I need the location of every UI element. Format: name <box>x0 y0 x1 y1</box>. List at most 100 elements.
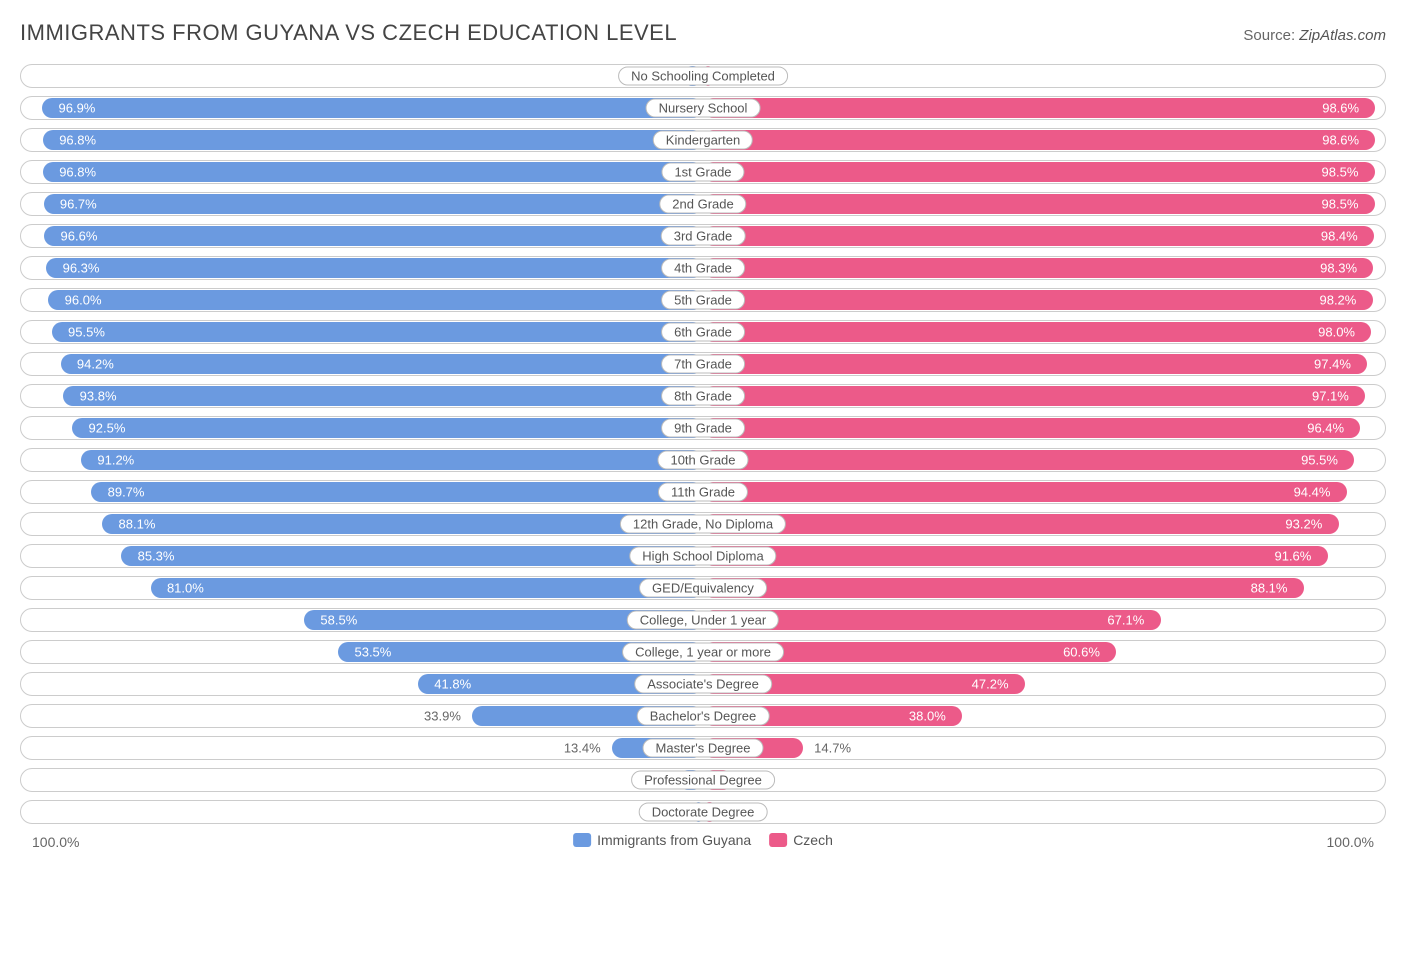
pct-left: 91.2% <box>97 453 134 468</box>
chart-row: 91.2%95.5%10th Grade <box>20 448 1386 472</box>
bar-right <box>703 194 1375 214</box>
chart-header: IMMIGRANTS FROM GUYANA VS CZECH EDUCATIO… <box>20 20 1386 46</box>
pct-left: 53.5% <box>354 645 391 660</box>
pct-left: 93.8% <box>80 389 117 404</box>
bar-right <box>703 354 1367 374</box>
pct-right: 93.2% <box>1285 517 1322 532</box>
pct-left: 94.2% <box>77 357 114 372</box>
chart-source: Source: ZipAtlas.com <box>1243 27 1386 44</box>
category-label: 6th Grade <box>661 323 745 342</box>
pct-right: 14.7% <box>814 741 851 756</box>
category-label: High School Diploma <box>629 547 776 566</box>
bar-right <box>703 226 1374 246</box>
bar-left <box>81 450 703 470</box>
pct-right: 98.0% <box>1318 325 1355 340</box>
legend-item-left: Immigrants from Guyana <box>573 832 751 848</box>
category-label: 11th Grade <box>658 483 748 502</box>
bar-left <box>48 290 703 310</box>
chart-row: 81.0%88.1%GED/Equivalency <box>20 576 1386 600</box>
bar-right <box>703 546 1328 566</box>
chart-row: 89.7%94.4%11th Grade <box>20 480 1386 504</box>
axis-right-max: 100.0% <box>1327 834 1374 850</box>
legend-row: 100.0% Immigrants from Guyana Czech 100.… <box>20 832 1386 854</box>
bar-left <box>72 418 703 438</box>
pct-right: 97.1% <box>1312 389 1349 404</box>
chart-row: 88.1%93.2%12th Grade, No Diploma <box>20 512 1386 536</box>
category-label: 4th Grade <box>661 259 745 278</box>
category-label: 9th Grade <box>661 419 745 438</box>
chart-row: 1.3%1.9%Doctorate Degree <box>20 800 1386 824</box>
bar-right <box>703 386 1365 406</box>
pct-left: 96.3% <box>63 261 100 276</box>
category-label: GED/Equivalency <box>639 579 767 598</box>
pct-right: 97.4% <box>1314 357 1351 372</box>
category-label: 1st Grade <box>661 163 744 182</box>
category-label: College, Under 1 year <box>627 611 779 630</box>
legend-swatch-left <box>573 833 591 847</box>
pct-right: 98.3% <box>1320 261 1357 276</box>
category-label: Bachelor's Degree <box>637 707 770 726</box>
category-label: Nursery School <box>646 99 761 118</box>
pct-right: 98.6% <box>1322 101 1359 116</box>
bar-left <box>46 258 703 278</box>
chart-row: 94.2% 97.4% 7th Grade <box>20 352 1386 376</box>
chart-row: 3.1%1.5%No Schooling Completed <box>20 64 1386 88</box>
pct-left: 96.8% <box>59 133 96 148</box>
pct-left: 95.5% <box>68 325 105 340</box>
bar-left <box>43 130 703 150</box>
bar-left <box>91 482 703 502</box>
pct-left: 85.3% <box>138 549 175 564</box>
bar-right <box>703 162 1375 182</box>
pct-right: 47.2% <box>972 677 1009 692</box>
bar-left <box>63 386 703 406</box>
category-label: College, 1 year or more <box>622 643 784 662</box>
chart-row: 93.8% 97.1% 8th Grade <box>20 384 1386 408</box>
chart-row: 13.4% 14.7% Master's Degree <box>20 736 1386 760</box>
bar-left <box>121 546 703 566</box>
chart-row: 95.5% 98.0% 6th Grade <box>20 320 1386 344</box>
bar-left <box>42 98 703 118</box>
chart-row: 96.7%98.5%2nd Grade <box>20 192 1386 216</box>
chart-row: 96.0%98.2%5th Grade <box>20 288 1386 312</box>
bar-right <box>703 482 1347 502</box>
bar-left <box>43 162 703 182</box>
bar-left <box>102 514 703 534</box>
bar-left <box>151 578 703 598</box>
axis-left-max: 100.0% <box>32 834 79 850</box>
pct-left: 41.8% <box>434 677 471 692</box>
pct-left: 33.9% <box>424 709 461 724</box>
category-label: 5th Grade <box>661 291 745 310</box>
category-label: Doctorate Degree <box>639 803 768 822</box>
legend: Immigrants from Guyana Czech <box>573 832 833 848</box>
pct-right: 94.4% <box>1294 485 1331 500</box>
pct-right: 98.5% <box>1322 197 1359 212</box>
pct-left: 96.6% <box>61 229 98 244</box>
pct-left: 13.4% <box>564 741 601 756</box>
pct-right: 38.0% <box>909 709 946 724</box>
chart-row: 96.9% 98.6% Nursery School <box>20 96 1386 120</box>
chart-row: 3.7%4.4%Professional Degree <box>20 768 1386 792</box>
chart-row: 41.8% 47.2% Associate's Degree <box>20 672 1386 696</box>
bar-right <box>703 514 1339 534</box>
chart-row: 96.8%98.5%1st Grade <box>20 160 1386 184</box>
pct-right: 98.6% <box>1322 133 1359 148</box>
bar-right <box>703 290 1373 310</box>
category-label: 7th Grade <box>661 355 745 374</box>
category-label: Master's Degree <box>643 739 764 758</box>
chart-row: 33.9% 38.0% Bachelor's Degree <box>20 704 1386 728</box>
pct-left: 96.8% <box>59 165 96 180</box>
pct-right: 67.1% <box>1107 613 1144 628</box>
pct-right: 60.6% <box>1063 645 1100 660</box>
category-label: 3rd Grade <box>661 227 746 246</box>
category-label: 2nd Grade <box>659 195 746 214</box>
category-label: 8th Grade <box>661 387 745 406</box>
chart-row: 96.8%98.6%Kindergarten <box>20 128 1386 152</box>
pct-left: 81.0% <box>167 581 204 596</box>
bar-right <box>703 418 1360 438</box>
category-label: Associate's Degree <box>634 675 772 694</box>
chart-row: 58.5%67.1%College, Under 1 year <box>20 608 1386 632</box>
category-label: No Schooling Completed <box>618 67 788 86</box>
bar-left <box>52 322 703 342</box>
bar-left <box>44 194 703 214</box>
pct-left: 96.9% <box>59 101 96 116</box>
